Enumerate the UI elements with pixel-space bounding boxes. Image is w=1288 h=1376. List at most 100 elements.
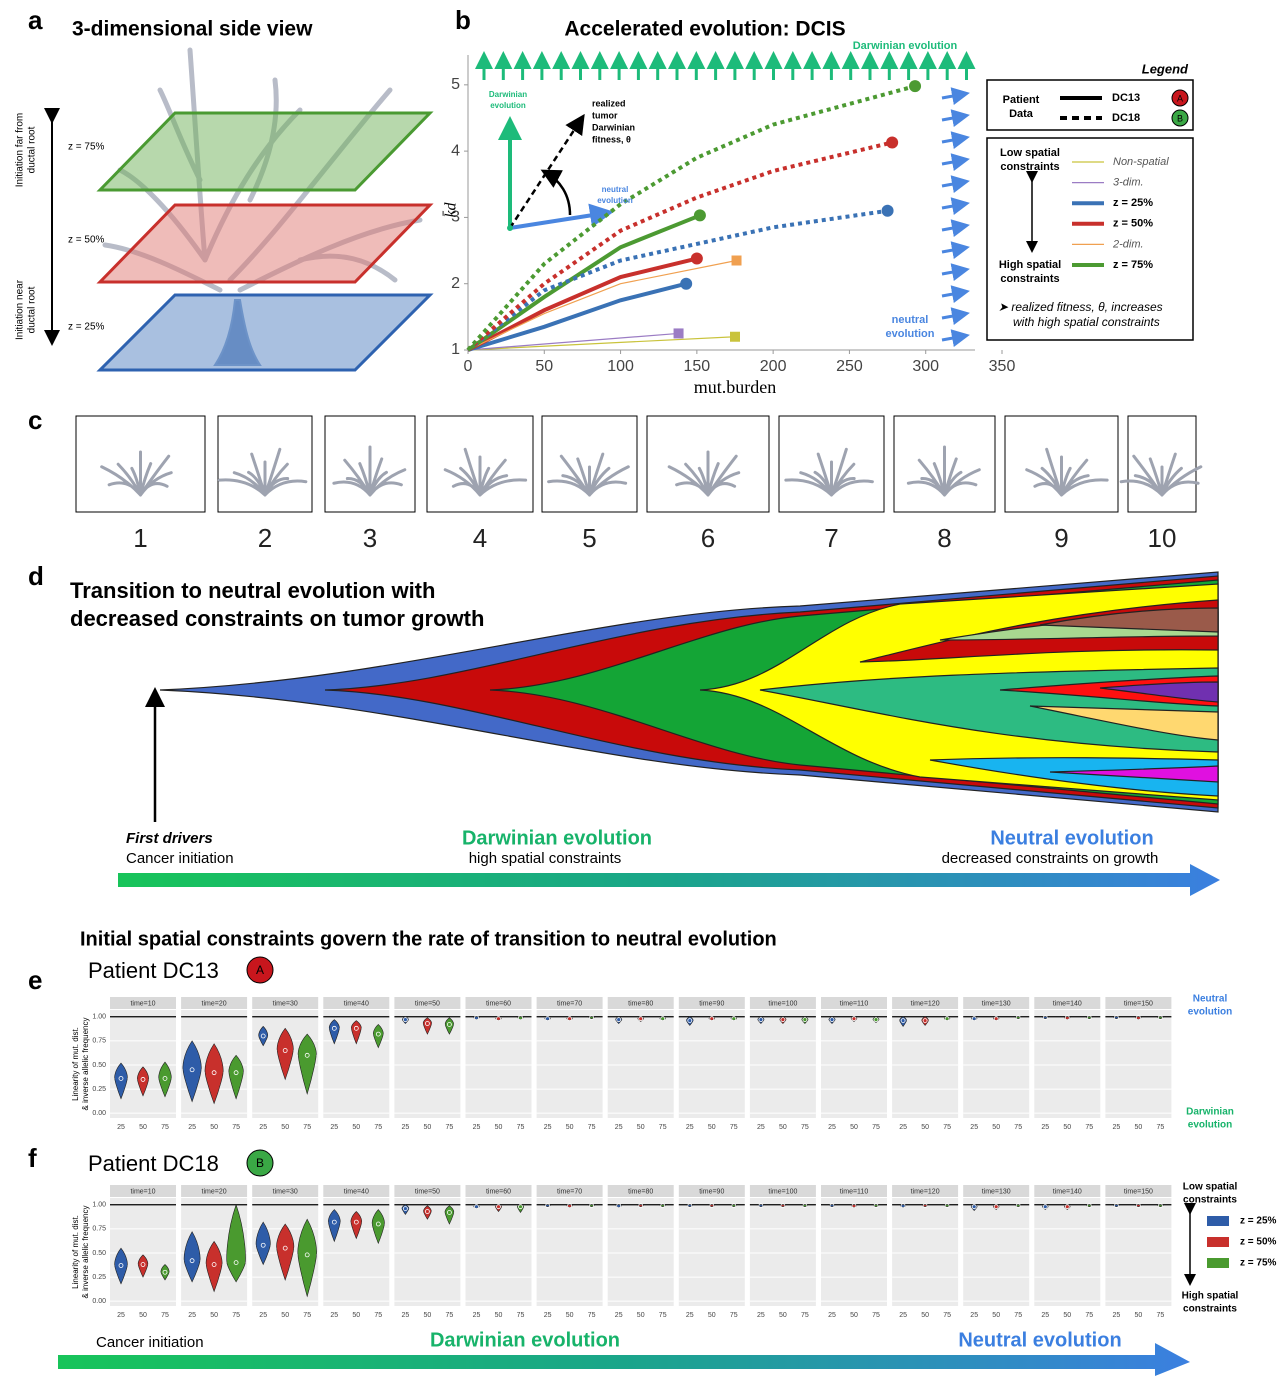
plane-label: z = 25% [68, 322, 105, 333]
x-tick-label: 50 [495, 1124, 503, 1131]
panel-title: decreased constraints on tumor growth [70, 606, 484, 631]
facet-label: time=140 [1053, 1000, 1082, 1007]
x-tick-label: 25 [402, 1124, 410, 1131]
stage-label: Darwinian evolution [430, 1329, 620, 1351]
facet-label: time=120 [911, 1188, 940, 1195]
legend-title: Legend [1142, 61, 1189, 76]
neutral-arrow [942, 160, 964, 164]
panel-label: d [28, 561, 44, 591]
neutral-arrow [942, 292, 964, 296]
legend-label: DC18 [1112, 112, 1140, 124]
annotation: tumor [592, 110, 618, 120]
panel-bg [963, 1010, 1029, 1118]
x-tick-label: 75 [588, 1312, 596, 1319]
plane-label: z = 75% [68, 142, 105, 153]
x-tick-label: 50 [1063, 1124, 1071, 1131]
facet-label: time=90 [699, 1188, 724, 1195]
x-tick-label: 75 [1014, 1312, 1022, 1319]
panel-bg [750, 1198, 816, 1306]
panel-bg [892, 1198, 958, 1306]
neutral-arrow [942, 270, 964, 274]
annotation: Darwinian evolution [853, 40, 958, 52]
x-tick-label: 25 [544, 1124, 552, 1131]
thumbnail-label: 10 [1148, 523, 1177, 553]
x-tick-label: 75 [161, 1124, 169, 1131]
x-tick-label: 75 [801, 1124, 809, 1131]
y-tick-label: 0.25 [92, 1086, 106, 1093]
thumbnail-label: 7 [824, 523, 838, 553]
series-line [468, 284, 686, 350]
panel-bg [750, 1010, 816, 1118]
x-tick-label: 75 [232, 1124, 240, 1131]
end-marker [691, 253, 703, 265]
x-tick-label: 25 [330, 1312, 338, 1319]
x-tick-label: 25 [970, 1312, 978, 1319]
facet-label: time=130 [982, 1000, 1011, 1007]
plane-25 [100, 295, 430, 370]
facet-label: time=60 [486, 1188, 511, 1195]
panel-label: e [28, 965, 42, 995]
panel-label: c [28, 405, 42, 435]
x-tick-label: 75 [659, 1124, 667, 1131]
x-tick-label: 50 [566, 1312, 574, 1319]
x-axis-label: mut.burden [694, 377, 777, 397]
annotation: evolution [597, 196, 633, 205]
x-tick-label: 75 [1085, 1124, 1093, 1131]
panel-title: 3-dimensional side view [72, 18, 313, 41]
x-tick-label: 75 [872, 1312, 880, 1319]
stage-label: high spatial constraints [469, 850, 622, 867]
x-tick-label: 25 [188, 1312, 196, 1319]
x-tick-label: 50 [352, 1312, 360, 1319]
x-tick-label: 25 [544, 1312, 552, 1319]
panel-bg [608, 1198, 674, 1306]
end-marker [730, 332, 740, 342]
annotation: Darwinian [489, 90, 527, 99]
thumbnail-label: 3 [363, 523, 377, 553]
x-tick-label: 50 [850, 1124, 858, 1131]
annotation: constraints [1000, 273, 1059, 285]
facet-label: time=130 [982, 1188, 1011, 1195]
x-tick-label: 75 [588, 1124, 596, 1131]
x-tick-label: 75 [1014, 1124, 1022, 1131]
panel-bg [466, 1198, 532, 1306]
figure: a b c d e f 3-dimensional side view z = … [0, 0, 1288, 1376]
x-tick-label: 25 [473, 1124, 481, 1131]
neutral-arrow [942, 248, 964, 252]
end-marker [674, 328, 684, 338]
annotation: constraints [1183, 1195, 1237, 1206]
annotation: neutral [892, 314, 929, 326]
x-tick-label: 75 [872, 1124, 880, 1131]
panel-bg [537, 1198, 603, 1306]
annotation: evolution [490, 101, 526, 110]
badge-label: A [1177, 93, 1183, 103]
facet-label: time=20 [202, 1188, 227, 1195]
x-tick-label: 75 [730, 1312, 738, 1319]
stage-label: decreased constraints on growth [942, 850, 1159, 867]
annotation: Neutral [1193, 994, 1228, 1005]
thumbnail-label: 1 [133, 523, 147, 553]
facet-label: time=20 [202, 1000, 227, 1007]
x-tick-label: 50 [921, 1312, 929, 1319]
facet-label: time=10 [130, 1188, 155, 1195]
badge-label: B [1177, 113, 1183, 123]
x-tick-label: 50 [708, 1124, 716, 1131]
annotation: Low spatial [1000, 147, 1060, 159]
end-marker [694, 209, 706, 221]
legend-note: with high spatial constraints [1013, 315, 1160, 329]
x-tick-label: 50 [1135, 1312, 1143, 1319]
x-tick-label: 50 [1063, 1312, 1071, 1319]
thumbnail-frame [542, 416, 637, 512]
evolution-arrow [118, 864, 1220, 896]
x-tick-label: 25 [402, 1312, 410, 1319]
neutral-arrow [942, 226, 964, 230]
neutral-arrow [942, 116, 964, 120]
plane-75 [100, 113, 430, 190]
x-tick-label: 75 [446, 1312, 454, 1319]
legend-note: ➤ realized fitness, θ, increases [998, 300, 1163, 314]
x-tick-label: 25 [188, 1124, 196, 1131]
facet-label: time=100 [768, 1000, 797, 1007]
panel-bg [821, 1198, 887, 1306]
facet-label: time=40 [344, 1000, 369, 1007]
thumbnail-label: 2 [258, 523, 272, 553]
x-tick-label: 75 [1157, 1124, 1165, 1131]
